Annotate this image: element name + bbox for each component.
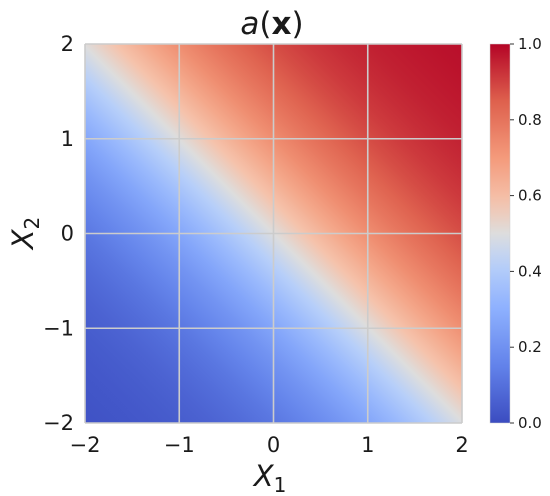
x-tick-label: 1 — [361, 433, 374, 457]
y-tick-label: −1 — [43, 316, 74, 340]
x-tick-label: 2 — [455, 433, 468, 457]
x-tick-label: −2 — [70, 433, 101, 457]
y-axis-label: X2 — [6, 217, 44, 252]
colorbar-tick-label: 1.0 — [518, 35, 542, 53]
colorbar-tick-label: 0.0 — [518, 414, 542, 432]
colorbar-tick-label: 0.6 — [518, 187, 542, 205]
x-tick-label: 0 — [267, 433, 280, 457]
colorbar-tick-label: 0.8 — [518, 111, 542, 129]
colorbar — [489, 43, 511, 424]
y-tick-label: 0 — [61, 222, 74, 246]
colorbar-tick-label: 0.4 — [518, 262, 542, 280]
grid-lines — [84, 43, 463, 424]
x-tick-labels: −2 −1 0 1 2 — [70, 433, 469, 457]
x-tick-label: −1 — [164, 433, 195, 457]
chart-title: a(x) — [240, 6, 303, 42]
y-tick-labels: −2 −1 0 1 2 — [43, 32, 74, 435]
y-tick-label: 2 — [61, 32, 74, 56]
colorbar-tick-label: 0.2 — [518, 338, 542, 356]
y-tick-label: −2 — [43, 411, 74, 435]
colorbar-tick-labels: 0.0 0.2 0.4 0.6 0.8 1.0 — [510, 35, 542, 432]
y-tick-label: 1 — [61, 127, 74, 151]
x-axis-label: X1 — [252, 459, 287, 496]
